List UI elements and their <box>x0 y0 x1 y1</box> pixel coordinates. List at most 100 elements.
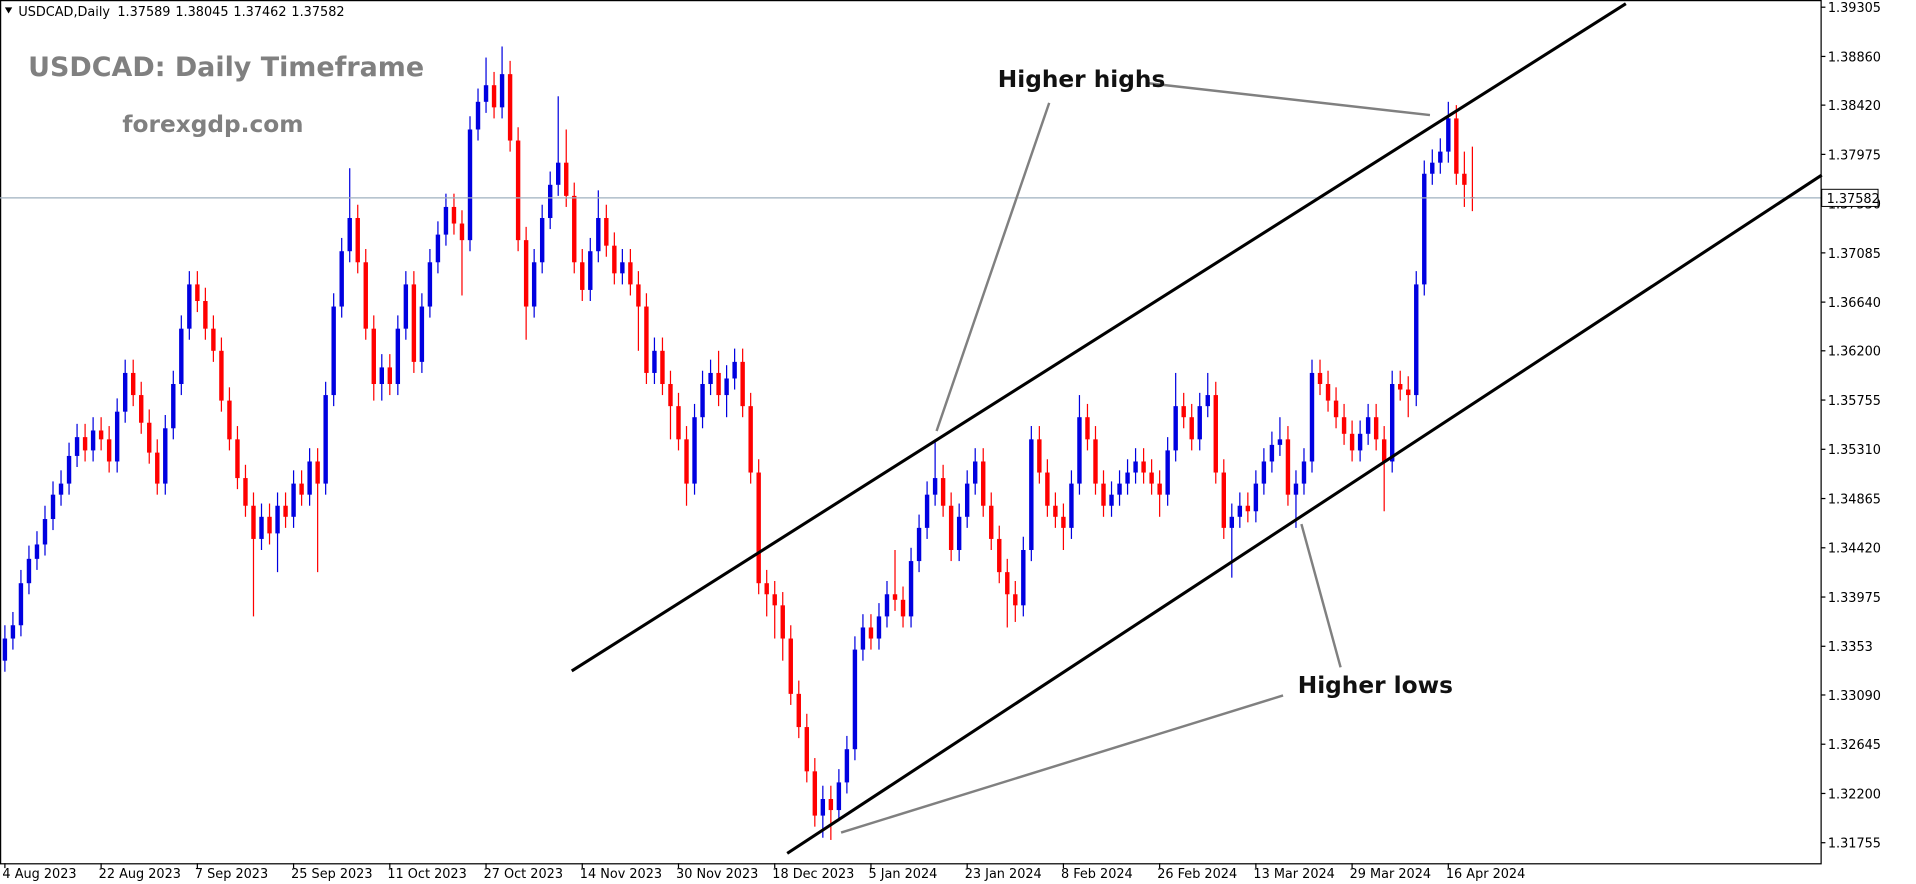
candle-body <box>828 799 834 811</box>
candle-body <box>956 516 962 551</box>
candle-body <box>227 400 232 440</box>
candle-body <box>1245 505 1251 512</box>
candle-body <box>187 284 192 329</box>
chart-title: USDCAD: Daily Timeframe <box>28 52 424 83</box>
candle-body <box>259 516 264 539</box>
candle-body <box>483 85 489 102</box>
candle-body <box>122 372 128 412</box>
candle-body <box>908 561 914 617</box>
candle-body <box>652 350 657 373</box>
candle-body <box>852 649 858 750</box>
dropdown-icon <box>4 7 13 14</box>
x-tick-label: 30 Nov 2023 <box>676 867 758 882</box>
pointer-line <box>1300 523 1342 668</box>
candle-body <box>972 461 978 484</box>
candle-body <box>1341 417 1347 434</box>
close: 1.37582 <box>291 5 344 20</box>
candle-body <box>997 538 1002 573</box>
candle-body <box>10 625 16 639</box>
candle-body <box>884 594 890 617</box>
candle-body <box>1430 162 1435 174</box>
candle-body <box>1373 417 1379 440</box>
chart-subtitle: forexgdp.com <box>122 111 303 138</box>
candle-body <box>315 461 320 484</box>
candle-body <box>876 616 882 639</box>
x-tick-label: 18 Dec 2023 <box>772 867 854 882</box>
candle-body <box>339 251 344 307</box>
candle-body <box>1165 450 1170 495</box>
candle-body <box>1149 472 1154 484</box>
candle-body <box>981 461 986 506</box>
candle-body <box>547 184 553 219</box>
candle-body <box>427 262 433 307</box>
candle-body <box>1454 118 1459 174</box>
candle-body <box>964 483 970 517</box>
candle-body <box>1422 173 1427 285</box>
candle-body <box>203 301 208 329</box>
candle-body <box>1365 417 1371 434</box>
candle-body <box>491 85 497 108</box>
candle-body <box>748 406 753 473</box>
candle-body <box>1309 372 1315 462</box>
candle-body <box>604 218 609 246</box>
y-tick-label: 1.35755 <box>1828 394 1881 409</box>
candle-body <box>114 411 120 462</box>
candle-body <box>1317 372 1323 385</box>
y-tick-label: 1.38860 <box>1828 50 1881 65</box>
x-tick-label: 13 Mar 2024 <box>1253 867 1334 882</box>
candle-body <box>1253 483 1259 512</box>
candle-body <box>411 284 417 362</box>
y-tick-label: 1.35310 <box>1828 443 1881 458</box>
candle-body <box>772 594 777 606</box>
candle-body <box>1141 461 1146 473</box>
candle-body <box>1189 417 1194 440</box>
candle-body <box>1077 417 1082 484</box>
candle-body <box>1013 594 1018 606</box>
candle-body <box>363 262 368 329</box>
candle-body <box>307 461 312 495</box>
high: 1.38045 <box>175 5 228 20</box>
candle-body <box>588 251 593 290</box>
candle-body <box>50 494 56 520</box>
candle-body <box>475 101 481 130</box>
candle-body <box>812 771 818 816</box>
candle-body <box>1117 483 1122 495</box>
candle-body <box>1237 505 1243 517</box>
candle-body <box>211 328 216 351</box>
candle-body <box>1101 483 1106 506</box>
candle-body <box>708 372 713 385</box>
candle-body <box>1133 461 1138 473</box>
candle-body <box>1261 461 1267 484</box>
candle-body <box>924 494 930 528</box>
candle-body <box>892 594 898 600</box>
y-tick-label: 1.37975 <box>1828 148 1881 163</box>
candle-body <box>18 583 24 626</box>
candle-body <box>620 262 625 274</box>
candle-body <box>948 505 954 551</box>
upper-channel-line <box>570 2 1627 673</box>
candle-body <box>435 234 441 263</box>
candle-body <box>171 384 176 429</box>
candle-body <box>1349 433 1355 451</box>
candle-body <box>932 478 938 495</box>
symbol: USDCAD,Daily <box>18 5 110 20</box>
candle-body <box>267 516 272 534</box>
candle-body <box>756 472 761 584</box>
candle-body <box>1357 433 1363 451</box>
candle-body <box>628 262 633 285</box>
candle-body <box>539 218 545 263</box>
y-tick-label: 1.34420 <box>1828 542 1881 557</box>
annotation: Higher highs <box>998 66 1166 93</box>
candle-body <box>1229 516 1235 528</box>
candle-body <box>155 452 160 484</box>
candle-body <box>989 505 994 539</box>
candle-body <box>147 422 152 453</box>
candle-body <box>106 439 112 462</box>
candle-body <box>1438 151 1443 163</box>
candle-body <box>82 437 88 451</box>
candle-body <box>347 218 352 252</box>
x-tick-label: 16 Apr 2024 <box>1446 867 1525 882</box>
candle-body <box>804 727 810 772</box>
x-tick-label: 25 Sep 2023 <box>291 867 372 882</box>
